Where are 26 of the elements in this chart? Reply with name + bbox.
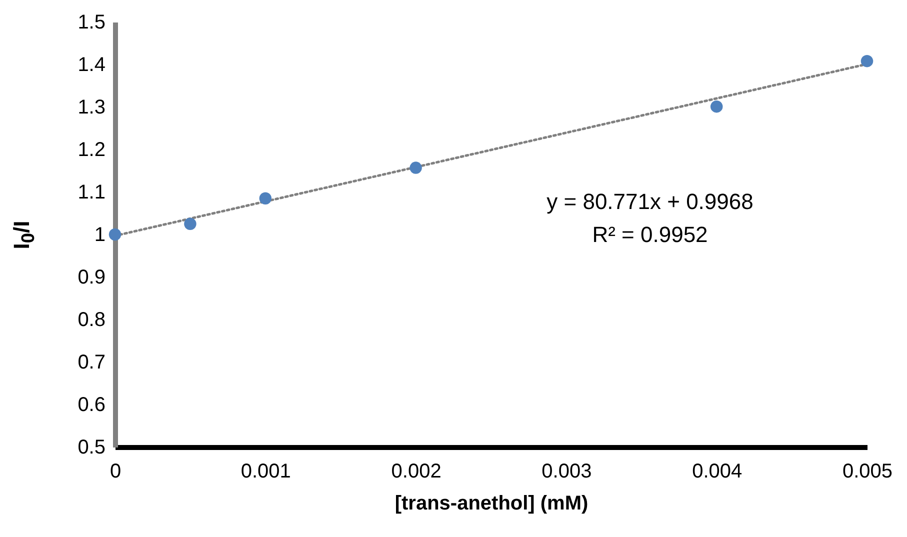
x-tick-label: 0.005 — [842, 460, 893, 482]
x-tick-label: 0.003 — [542, 460, 592, 482]
annotation: R² = 0.9952 — [592, 222, 708, 247]
y-tick-label: 0.5 — [78, 436, 106, 458]
x-tick-label: 0.001 — [240, 460, 291, 482]
x-tick-label: 0.002 — [391, 460, 442, 482]
point — [108, 228, 122, 241]
point — [259, 192, 272, 204]
y-tick-label: 1.3 — [78, 96, 106, 118]
point — [184, 218, 196, 230]
y-tick-label: 1.2 — [78, 139, 106, 161]
y-tick-label: 1.4 — [78, 54, 106, 76]
point — [410, 162, 422, 174]
y-tick-label: 0.9 — [78, 266, 106, 288]
annotation: y = 80.771x + 0.9968 — [546, 189, 754, 214]
y-tick-label: 0.8 — [78, 309, 106, 331]
y-tick-label: 1.5 — [78, 12, 106, 34]
y-tick-label: 0.6 — [78, 394, 106, 416]
y-tick-label: 1 — [94, 224, 106, 246]
x-tick-label: 0 — [110, 460, 122, 482]
point — [860, 54, 874, 68]
x-tick-label: 0.004 — [692, 460, 742, 482]
y-tick-label: 1.1 — [78, 182, 106, 204]
point — [710, 100, 723, 113]
y-tick-label: 0.7 — [78, 352, 106, 374]
x-axis-title: [trans-anethol] (mM) — [394, 492, 588, 514]
